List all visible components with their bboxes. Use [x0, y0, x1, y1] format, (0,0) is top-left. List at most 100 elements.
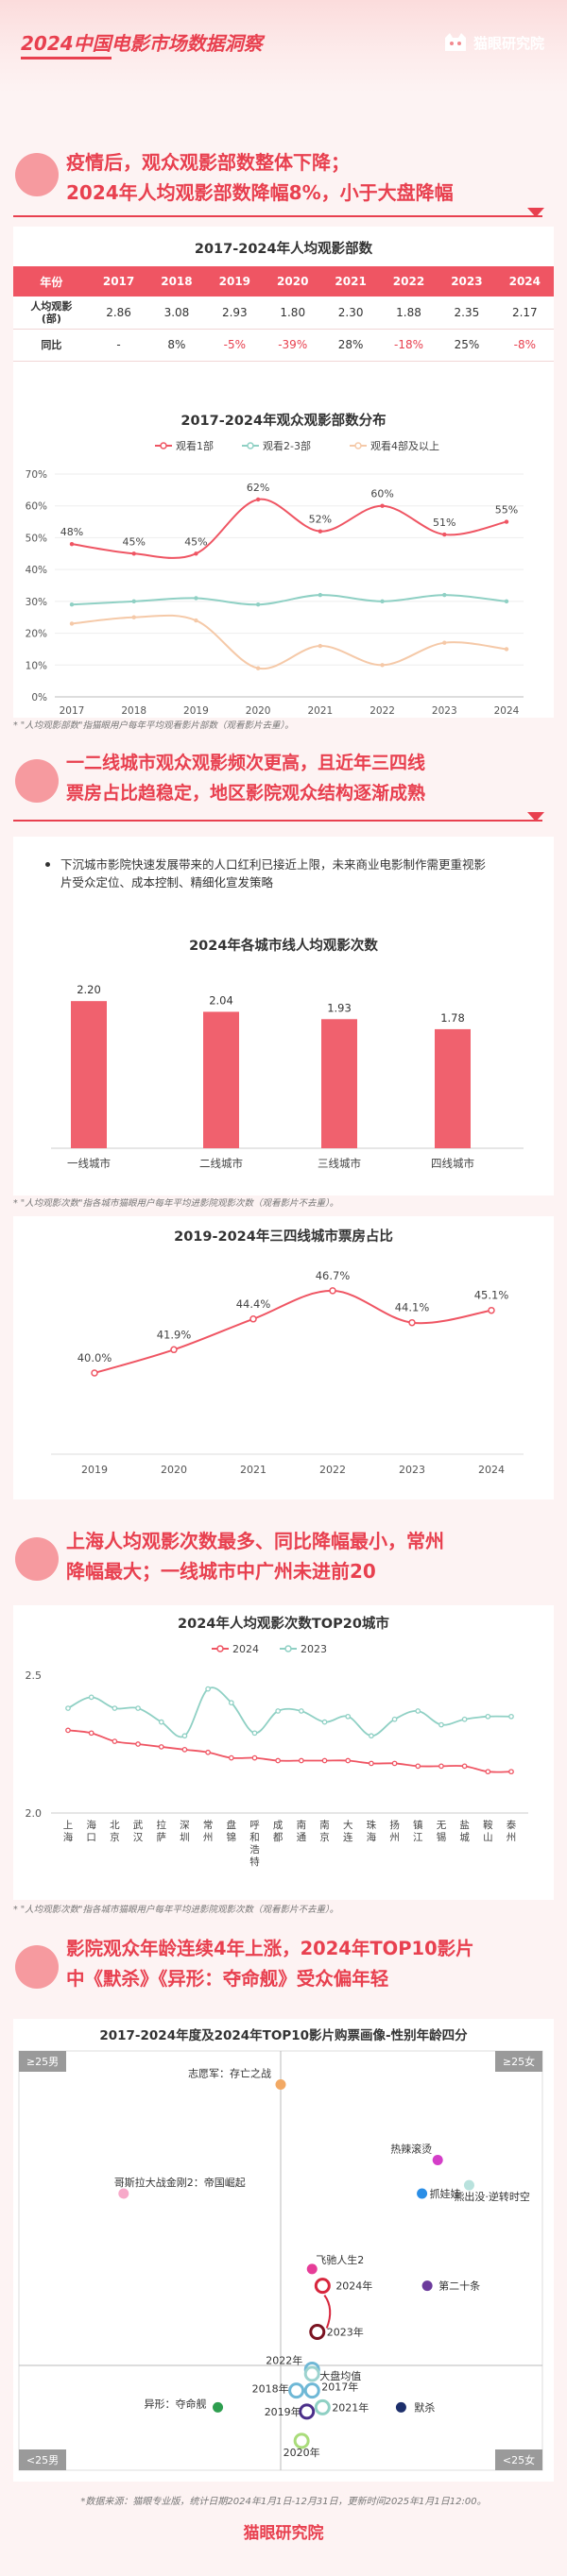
point-label: 哥斯拉大战金刚2：帝国崛起: [114, 2176, 246, 2189]
y-tick-label: 10%: [26, 660, 47, 671]
data-point: [508, 1769, 514, 1775]
x-tick-label: 扬州: [389, 1819, 400, 1843]
bar: [203, 1011, 239, 1148]
data-label: 60%: [370, 488, 393, 500]
data-point: [135, 1741, 141, 1747]
tier34-card: 2019-2024年三四线城市票房占比: [13, 1216, 554, 1500]
y-tick-label: 60%: [26, 501, 47, 513]
data-point: [321, 1757, 328, 1764]
section3-note: * "人均观影次数"指各城市猫眼用户每年平均进影院观影次数（观看影片不去重）。: [13, 1905, 339, 1915]
section4-headline-2: 中《默杀》《异形：夺命舰》受众偏年轻: [66, 1968, 389, 1990]
data-point: [65, 1705, 71, 1711]
film-point: [432, 2154, 443, 2165]
legend-label: 观看1部: [176, 439, 214, 452]
table-cell: 3.08: [147, 297, 206, 330]
film-reel-icon-3: [15, 1537, 59, 1581]
quadrant-label: <25男: [26, 2454, 59, 2466]
table-cell: 8%: [147, 329, 206, 362]
quadrant-label: <25女: [503, 2453, 535, 2466]
x-tick-label: 深圳: [180, 1820, 190, 1843]
series-line: [71, 594, 507, 606]
section1-rule: [13, 215, 542, 217]
data-label: 45.1%: [474, 1289, 509, 1302]
x-tick-label: 2021: [240, 1464, 266, 1476]
table-row: 同比 -8% -5% -39% 28% -18% 25% -8%: [13, 329, 554, 362]
bar-value-label: 1.93: [327, 1001, 352, 1014]
chart3-title: 2019-2024年三四线城市票房占比: [174, 1229, 393, 1245]
data-point: [205, 1686, 211, 1692]
data-point: [369, 1733, 374, 1739]
x-tick-label: 2023: [432, 705, 457, 716]
report-title: 2024中国电影市场数据洞察: [21, 32, 263, 55]
data-point: [380, 503, 385, 508]
y-tick-label: 0%: [31, 692, 47, 703]
chart1-title: 2017-2024年观众观影部数分布: [180, 414, 387, 429]
data-point: [91, 1369, 98, 1377]
x-tick-label: 泰州: [507, 1819, 517, 1843]
viewing-distribution-line-chart: 观看1部 观看2-3部 观看4部及以上 0% 10% 20% 30% 40% 50% 60% 70%…: [26, 439, 524, 716]
x-tick-label: 拉萨: [156, 1819, 166, 1843]
data-point: [255, 666, 261, 670]
year-point: [314, 2398, 331, 2415]
chart4-title: 2024年人均观影次数TOP20城市: [178, 1617, 389, 1632]
data-point: [318, 592, 323, 598]
table-cell: -39%: [264, 329, 322, 362]
point-label: 熊出没·逆转时空: [454, 2190, 530, 2203]
section4-headline-1: 影院观众年龄连续4年上涨，2024年TOP10影片: [66, 1938, 474, 1959]
data-point: [69, 621, 75, 626]
chart5-title: 2017-2024年度及2024年TOP10影片购票画像-性别年龄四分: [99, 2028, 468, 2043]
film-point: [417, 2188, 428, 2199]
data-point: [485, 1713, 491, 1720]
x-tick-label: 2022: [319, 1464, 346, 1476]
point-label: 志愿军：存亡之战: [188, 2067, 271, 2080]
table-cell: 2.93: [205, 297, 265, 330]
film-point: [463, 2179, 474, 2191]
point-label: 2023年: [327, 2325, 364, 2338]
data-point: [251, 1754, 258, 1761]
tier34-boxoffice-line-chart: 40.0% 41.9% 44.4% 46.7% 44.1% 45.1% 2019 2020 20…: [51, 1269, 524, 1476]
table-header-year: 2019: [205, 266, 265, 297]
data-point: [69, 541, 75, 547]
footer-brand: 猫眼研究院: [243, 2524, 324, 2543]
table-cell: -18%: [379, 329, 438, 362]
table-cell: -8%: [495, 329, 554, 362]
year-point: [299, 2403, 316, 2420]
film-point: [306, 2263, 318, 2275]
legend-marker: [160, 442, 167, 449]
data-point: [194, 596, 198, 601]
section3-headline-2: 降幅最大；一线城市中广州未进前20: [66, 1560, 376, 1583]
quadrant-label: ≥25男: [26, 2056, 59, 2068]
x-tick-label: 成都: [273, 1820, 284, 1843]
x-tick-label: 2021: [307, 705, 333, 716]
point-label: 热辣滚烫: [390, 2142, 432, 2155]
brand-logo-top: 猫眼研究院: [443, 32, 544, 53]
point-label: 2021年: [332, 2400, 369, 2414]
legend-marker: [247, 442, 254, 449]
data-point: [442, 592, 447, 598]
footer-source: *数据来源：猫眼专业版，统计日期2024年1月1日-12月31日，更新时间202…: [80, 2497, 487, 2507]
point-label: 2024年: [335, 2279, 372, 2293]
table-header-year: 2020: [264, 266, 322, 297]
data-point: [170, 1346, 178, 1354]
table-row-label: 人均观影 (部): [13, 297, 90, 330]
series-line: [71, 614, 507, 670]
data-point: [131, 551, 136, 556]
x-tick-label: 上海: [63, 1820, 74, 1843]
point-label: 第二十条: [438, 2279, 480, 2293]
data-label: 44.1%: [395, 1301, 430, 1314]
data-point: [69, 602, 75, 607]
data-point: [255, 497, 261, 502]
section2-rule: [13, 820, 542, 822]
data-point: [329, 1287, 336, 1295]
x-tick-label: 盐城: [459, 1819, 470, 1843]
data-point: [249, 1315, 257, 1323]
point-label: 2022年: [266, 2353, 302, 2366]
y-tick-label: 20%: [26, 629, 47, 640]
data-label: 45%: [184, 535, 207, 548]
table-cell: 2.86: [89, 297, 148, 330]
section1-marker: [527, 208, 544, 217]
chart2-title: 2024年各城市线人均观影次数: [189, 939, 378, 954]
data-point: [255, 602, 261, 607]
